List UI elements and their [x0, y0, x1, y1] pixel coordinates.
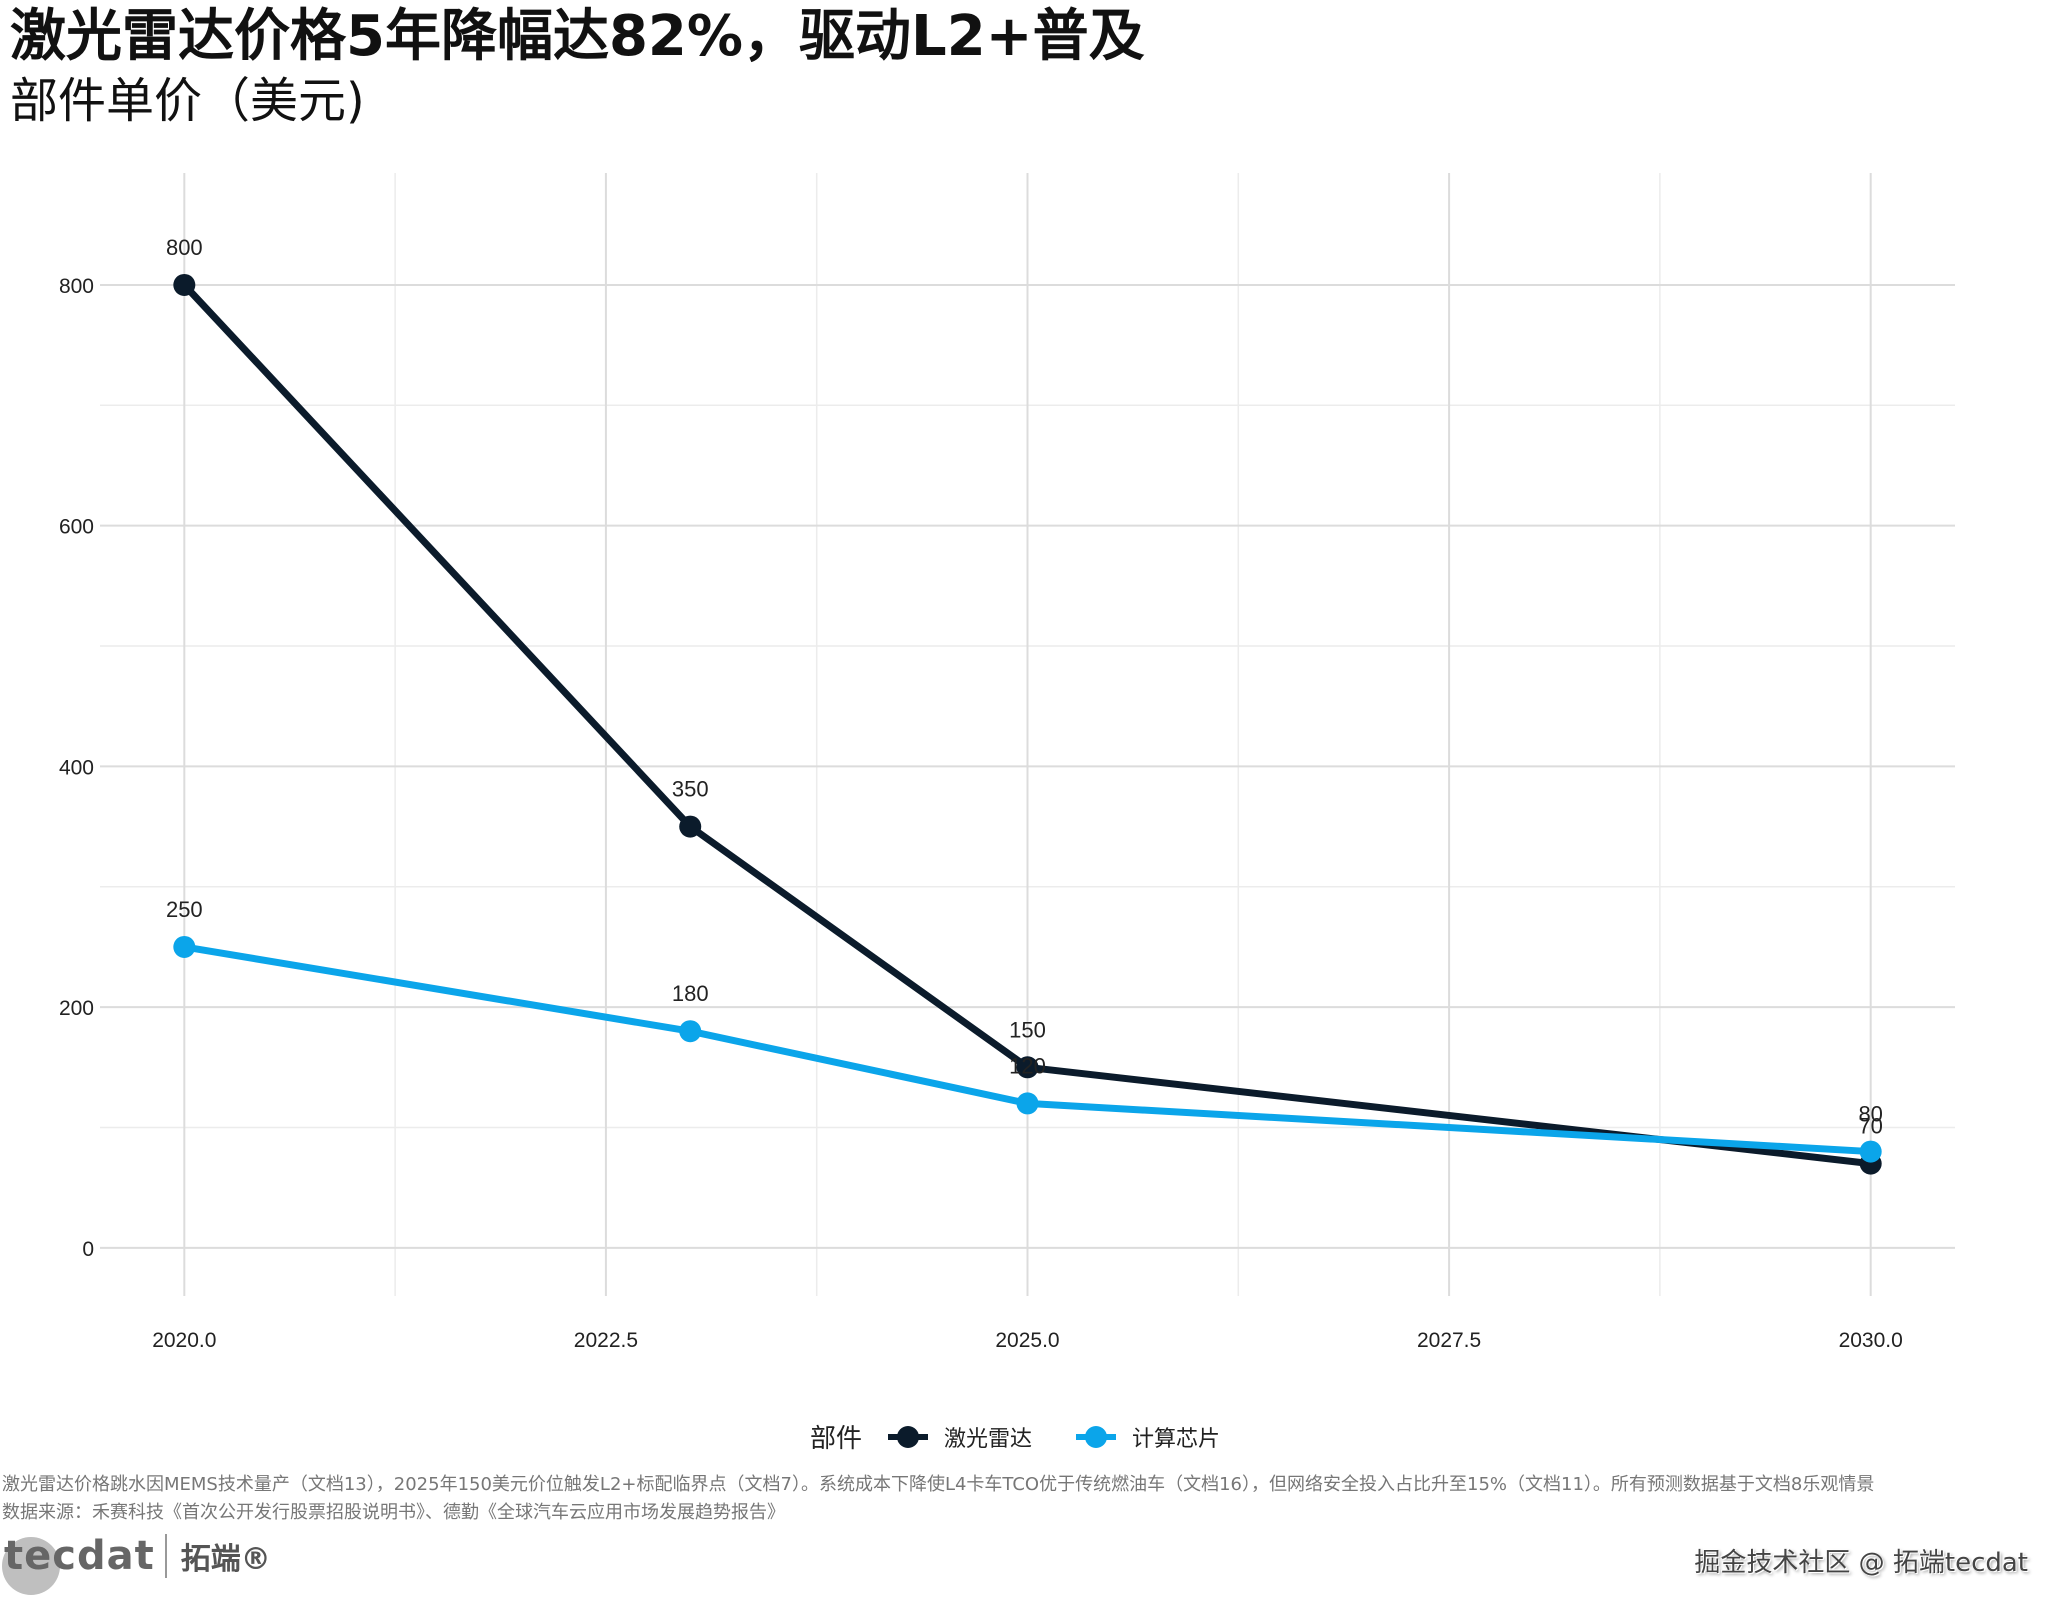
grid-layer — [100, 173, 1955, 1296]
chart-subtitle: 部件单价（美元) — [10, 73, 365, 129]
brand-name: 拓端® — [180, 1542, 271, 1577]
data-label-0: 800 — [166, 235, 203, 260]
data-point-0 — [679, 815, 702, 838]
y-tick-label: 0 — [82, 1238, 94, 1261]
legend: 部件 激光雷达 计算芯片 — [0, 1418, 2054, 1455]
data-point-0 — [173, 273, 196, 296]
x-tick-label: 2027.5 — [1417, 1329, 1481, 1352]
caption-note: 激光雷达价格跳水因MEMS技术量产（文档13），2025年150美元价位触发L2… — [2, 1474, 1875, 1495]
caption-source: 数据来源：禾赛科技《首次公开发行股票招股说明书》、德勤《全球汽车云应用市场发展趋… — [2, 1502, 785, 1523]
data-label-1: 80 — [1858, 1102, 1882, 1127]
data-label-1: 120 — [1009, 1053, 1046, 1078]
brand-logo: tecdat 拓端® — [2, 1533, 271, 1595]
y-tick-label: 800 — [59, 275, 94, 298]
y-tick-label: 400 — [59, 756, 94, 779]
label-layer: 800 350 150 70 250 180 120 80 — [166, 235, 1883, 1139]
tecdat-logo-icon: tecdat — [2, 1533, 155, 1595]
data-label-0: 70 — [1858, 1114, 1882, 1139]
data-point-1 — [173, 935, 196, 958]
y-tick-label: 600 — [59, 516, 94, 539]
y-tick-label: 200 — [59, 997, 94, 1020]
x-tick-label: 2020.0 — [152, 1329, 216, 1352]
data-label-0: 350 — [672, 777, 709, 802]
legend-label-chip: 计算芯片 — [1132, 1426, 1221, 1452]
series-line-0 — [180, 281, 1875, 1168]
legend-label-lidar: 激光雷达 — [943, 1426, 1032, 1452]
logo-divider — [164, 1534, 167, 1578]
legend-key-lidar — [887, 1425, 928, 1449]
legend-key-chip — [1076, 1425, 1116, 1449]
legend-item-lidar: 激光雷达 — [887, 1421, 1032, 1453]
x-tick-label: 2022.5 — [574, 1329, 638, 1352]
data-label-1: 250 — [166, 897, 203, 922]
legend-item-chip: 计算芯片 — [1076, 1421, 1220, 1453]
data-point-1 — [1016, 1092, 1039, 1115]
line-chart: 2020.0 2022.5 2025.0 2027.5 2030.0 0 200 400 600… — [59, 173, 1955, 1352]
series-layer — [173, 273, 1882, 1175]
axis-layer: 2020.0 2022.5 2025.0 2027.5 2030.0 0 200 400 600… — [59, 275, 1903, 1352]
legend-title: 部件 — [809, 1424, 862, 1454]
data-point-0 — [1016, 1056, 1039, 1079]
x-tick-label: 2030.0 — [1839, 1329, 1903, 1352]
data-label-1: 180 — [672, 981, 709, 1006]
x-tick-label: 2025.0 — [995, 1329, 1059, 1352]
chart-title: 激光雷达价格5年降幅达82%，驱动L2+普及 — [10, 4, 1145, 69]
data-point-1 — [1859, 1140, 1882, 1163]
data-label-0: 150 — [1009, 1017, 1046, 1042]
watermark: 掘金技术社区 @ 拓端tecdat — [1694, 1548, 2028, 1578]
data-point-1 — [679, 1020, 702, 1043]
series-line-1 — [180, 943, 1875, 1156]
